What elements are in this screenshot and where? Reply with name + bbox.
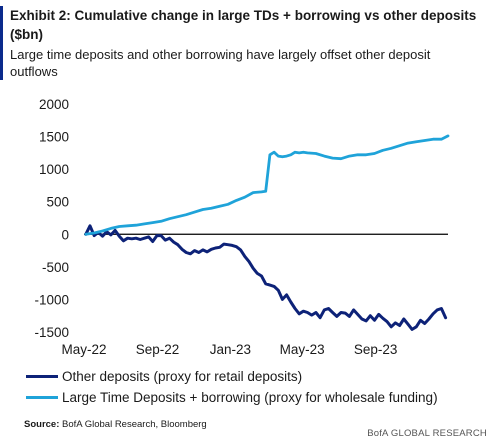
legend-swatch-other-deposits <box>26 375 58 378</box>
x-tick-label: May-22 <box>61 342 106 357</box>
legend-swatch-large-td <box>26 396 58 399</box>
source-label: Source: <box>24 419 60 430</box>
legend-label-large-td: Large Time Deposits + borrowing (proxy f… <box>62 389 438 405</box>
source-text: BofA Global Research, Bloomberg <box>59 419 207 430</box>
legend-item-large-td: Large Time Deposits + borrowing (proxy f… <box>26 387 438 408</box>
y-tick-label: 0 <box>61 227 69 242</box>
x-tick-label: Sep-23 <box>354 342 398 357</box>
legend-item-other-deposits: Other deposits (proxy for retail deposit… <box>26 366 438 387</box>
x-tick-label: Sep-22 <box>136 342 180 357</box>
chart-subtitle: Large time deposits and other borrowing … <box>10 47 431 79</box>
source-note: Source: BofA Global Research, Bloomberg <box>24 419 207 430</box>
line-chart: 2000 1500 1000 500 0 -500 -1000 -1500 May-22 Sep-… <box>0 88 501 388</box>
legend-label-other-deposits: Other deposits (proxy for retail deposit… <box>62 368 303 384</box>
series-line-large-td <box>84 134 450 236</box>
chart-title: Exhibit 2: Cumulative change in large TD… <box>10 8 477 42</box>
series-line-other-deposits <box>84 224 448 331</box>
x-tick-label: Jan-23 <box>210 342 251 357</box>
y-tick-label: -500 <box>42 260 69 275</box>
y-tick-label: 500 <box>46 195 69 210</box>
y-tick-label: 2000 <box>39 97 69 112</box>
x-tick-label: May-23 <box>280 342 325 357</box>
chart-canvas: 2000 1500 1000 500 0 -500 -1000 -1500 May-22 Sep-… <box>34 97 450 357</box>
chart-legend: Other deposits (proxy for retail deposit… <box>26 366 438 408</box>
title-accent-bar <box>0 6 3 80</box>
y-tick-label: -1000 <box>34 292 69 307</box>
y-tick-label: 1500 <box>39 130 69 145</box>
footer-brand: BofA GLOBAL RESEARCH <box>367 428 487 439</box>
y-tick-label: 1000 <box>39 162 69 177</box>
y-tick-label: -1500 <box>34 325 69 340</box>
